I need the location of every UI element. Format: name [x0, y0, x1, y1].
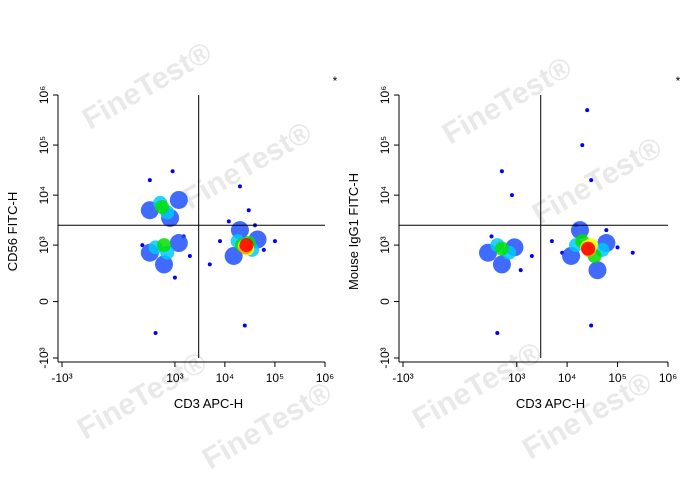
- x-tick-label: -10³: [392, 371, 413, 385]
- data-point: [224, 246, 243, 265]
- data-point: [272, 239, 277, 244]
- data-point: [495, 330, 500, 335]
- data-point: [589, 323, 594, 328]
- y-tick-label: 0: [378, 298, 392, 305]
- data-point: [242, 323, 247, 328]
- data-point: [589, 178, 594, 183]
- x-tick-label: 10³: [508, 371, 525, 385]
- x-tick-label: 10⁴: [216, 371, 235, 385]
- x-axis-label: CD3 APC-H: [174, 396, 243, 411]
- watermark: FineTest®: [407, 336, 548, 436]
- data-point: [239, 238, 254, 253]
- y-tick-label: 0: [37, 298, 51, 305]
- watermark: FineTest®: [527, 131, 668, 231]
- x-tick-label: 10⁵: [266, 371, 284, 385]
- plot-panel: -10³ 10³ 10⁴ 10⁵ 10⁶ -10³ 0 10³ 10⁴ 10⁵ 10⁶ CD3 APC…: [5, 74, 338, 411]
- y-tick-label: 10³: [37, 236, 51, 253]
- y-tick-label: 10⁴: [378, 186, 392, 205]
- data-point: [509, 193, 514, 198]
- data-point: [207, 262, 212, 267]
- data-point: [218, 239, 223, 244]
- watermark: FineTest®: [437, 51, 578, 151]
- data-point: [153, 330, 158, 335]
- data-point: [169, 190, 188, 209]
- x-tick-label: 10⁴: [558, 371, 577, 385]
- data-point: [237, 184, 242, 189]
- watermark: FineTest®: [517, 366, 658, 466]
- data-point: [155, 199, 170, 214]
- data-point: [489, 234, 494, 239]
- data-point: [157, 238, 172, 253]
- x-tick-label: 10⁶: [316, 371, 334, 385]
- y-tick-label: 10⁵: [378, 136, 392, 154]
- y-axis-label: Mouse IgG1 FITC-H: [346, 173, 361, 290]
- data-point: [499, 169, 504, 174]
- x-tick-label: 10⁶: [659, 371, 677, 385]
- data-point: [529, 253, 534, 258]
- x-tick-label: 10³: [166, 371, 183, 385]
- data-point: [261, 247, 266, 252]
- y-tick-label: 10⁶: [378, 86, 392, 104]
- data-point: [172, 275, 177, 280]
- y-tick-label: 10³: [378, 236, 392, 253]
- data-point: [604, 228, 609, 233]
- watermark: FineTest®: [197, 376, 338, 476]
- annotation: *: [333, 74, 338, 88]
- data-point: [518, 268, 523, 273]
- data-point: [580, 143, 585, 148]
- y-tick-label: -10³: [37, 347, 51, 368]
- x-tick-label: 10⁵: [608, 371, 626, 385]
- watermark: FineTest®: [177, 116, 318, 216]
- data-point: [585, 108, 590, 113]
- data-point: [630, 250, 635, 255]
- y-tick-label: 10⁶: [37, 86, 51, 104]
- data-point: [549, 239, 554, 244]
- y-tick-label: 10⁵: [37, 136, 51, 154]
- data-point: [169, 234, 188, 253]
- watermark: FineTest®: [77, 36, 218, 136]
- data-point: [170, 169, 175, 174]
- data-point: [155, 255, 174, 274]
- y-tick-label: 10⁴: [37, 186, 51, 205]
- data-point: [147, 178, 152, 183]
- data-point: [246, 208, 251, 213]
- data-point: [588, 261, 607, 280]
- data-point: [615, 245, 620, 250]
- y-tick-label: -10³: [378, 347, 392, 368]
- data-point: [492, 255, 511, 274]
- data-point: [226, 219, 231, 224]
- data-point: [494, 241, 509, 256]
- data-point: [140, 243, 145, 248]
- data-point: [581, 241, 596, 256]
- annotation: *: [676, 74, 681, 88]
- x-axis-label: CD3 APC-H: [516, 396, 585, 411]
- plot-panel: -10³ 10³ 10⁴ 10⁵ 10⁶ -10³ 0 10³ 10⁴ 10⁵ 10⁶ CD3 APC…: [346, 74, 681, 411]
- x-tick-label: -10³: [51, 371, 72, 385]
- data-point: [187, 253, 192, 258]
- y-axis-label: CD56 FITC-H: [5, 192, 20, 271]
